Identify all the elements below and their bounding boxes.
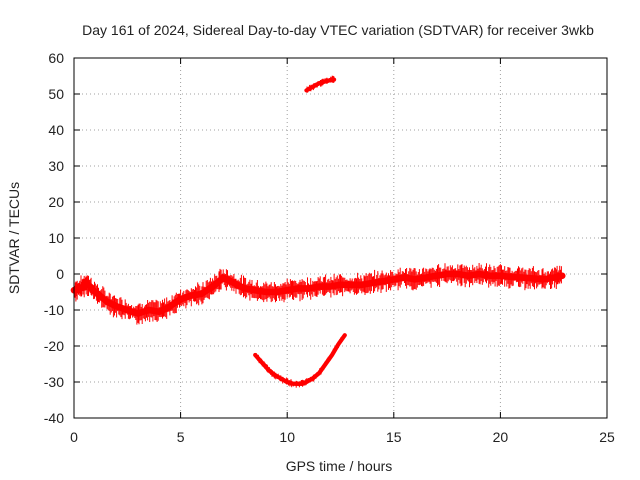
x-tick-label: 5 [177,429,185,445]
y-tick-label: 10 [48,230,64,246]
y-tick-label: 30 [48,158,64,174]
y-tick-label: -10 [44,302,64,318]
x-tick-label: 20 [493,429,509,445]
y-tick-label: 40 [48,122,64,138]
x-tick-label: 25 [599,429,615,445]
x-tick-label: 15 [386,429,402,445]
y-tick-label: 0 [56,266,64,282]
x-axis-label: GPS time / hours [286,458,393,474]
series-lower-arc [253,333,347,388]
series-main-trace [70,263,566,325]
series-layer [70,75,566,388]
y-axis-label: SDTVAR / TECUs [6,182,22,294]
y-tick-label: 60 [48,50,64,66]
x-tick-label: 0 [70,429,78,445]
chart-title: Day 161 of 2024, Sidereal Day-to-day VTE… [82,22,594,38]
y-tick-label: 20 [48,194,64,210]
axis-ticks: 0 5 10 15 20 25 -40 -30 -20 -10 0 10 20 30 40 50 60 [44,50,615,445]
series-line [253,333,347,386]
series-upper-arc [304,75,337,93]
y-tick-label: 50 [48,86,64,102]
x-tick-label: 10 [279,429,295,445]
y-tick-label: -30 [44,374,64,390]
plot-frame [73,57,608,419]
y-tick-label: -20 [44,338,64,354]
grid-lines [74,58,607,418]
y-tick-label: -40 [44,410,64,426]
